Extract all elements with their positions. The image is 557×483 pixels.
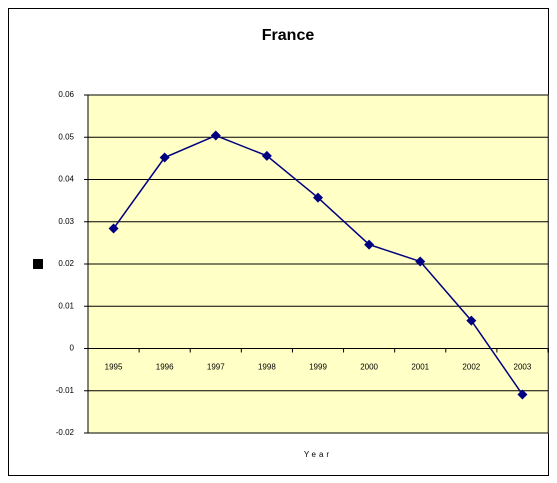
x-tick-label: 2002: [462, 363, 480, 372]
data-point: [210, 130, 221, 141]
data-point: [415, 256, 426, 267]
y-tick-label: 0.03: [58, 217, 74, 226]
y-tick-label: 0.04: [58, 175, 74, 184]
data-point: [261, 150, 272, 161]
x-tick-label: 2001: [411, 363, 429, 372]
y-tick-label: 0.05: [58, 132, 74, 141]
y-tick-label: 0.06: [58, 90, 74, 99]
y-tick-label: -0.02: [56, 428, 75, 437]
x-tick-label: 1999: [309, 363, 327, 372]
x-tick-label: 2003: [514, 363, 532, 372]
data-point: [313, 192, 323, 203]
data-point: [159, 152, 170, 163]
data-point: [517, 389, 528, 400]
chart-title: France: [262, 27, 315, 44]
data-point: [466, 315, 477, 326]
x-tick-label: 1995: [105, 363, 123, 372]
y-tick-label: 0.02: [58, 259, 74, 268]
legend-marker: [33, 259, 43, 269]
x-tick-label: 1997: [207, 363, 225, 372]
x-tick-label: 1998: [258, 363, 276, 372]
y-tick-label: 0.01: [58, 301, 74, 310]
x-axis-title: Year: [304, 450, 332, 459]
y-tick-label: -0.01: [56, 386, 75, 395]
data-point: [364, 239, 375, 250]
x-tick-label: 2000: [360, 363, 378, 372]
data-point: [108, 223, 119, 234]
y-tick-label: 0: [70, 344, 75, 353]
x-tick-label: 1996: [156, 363, 174, 372]
